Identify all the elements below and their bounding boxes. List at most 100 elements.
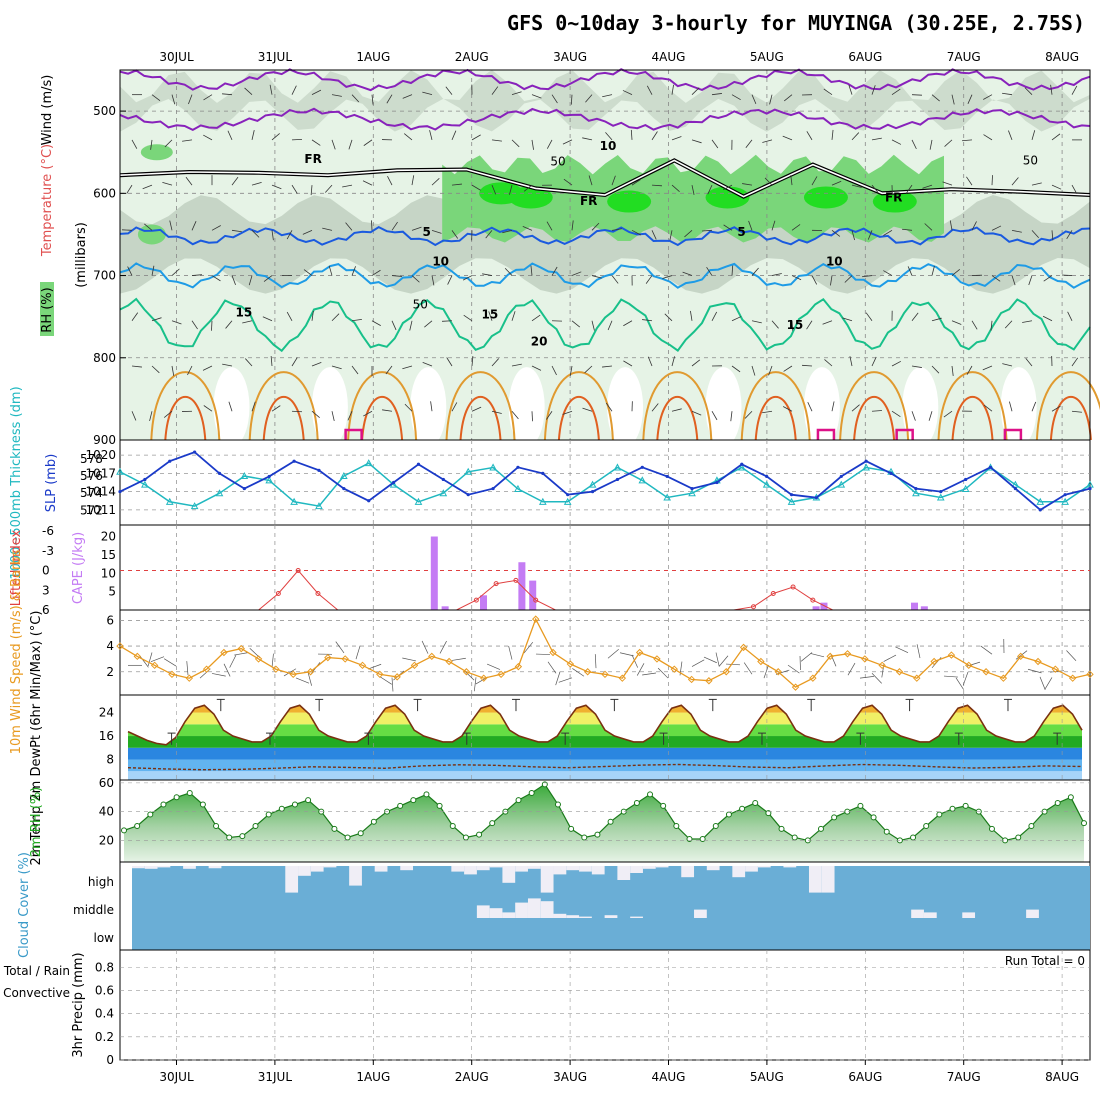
wind10-barb: [558, 677, 573, 683]
wind10-barb: [223, 663, 231, 677]
wind-barb: [424, 320, 433, 328]
temp-contour-20: [1035, 371, 1100, 441]
rh2m-point: [936, 811, 943, 818]
wind-barb: [824, 359, 833, 367]
rh2m-point: [673, 823, 680, 830]
cloud-middle-bar: [923, 912, 937, 918]
wind-barb: [371, 320, 381, 326]
wind10-barb: [810, 653, 825, 658]
wind-barb: [546, 139, 553, 149]
rh2m-point: [686, 835, 693, 842]
temp-contour-20: [445, 371, 516, 441]
cape-tick: 15: [101, 548, 116, 562]
wind10-point: [653, 655, 661, 663]
rh2m-point: [883, 828, 890, 835]
wind-barb: [422, 362, 433, 367]
slp-point: [541, 471, 545, 475]
wind-barb: [1043, 275, 1053, 282]
wind-barb: [669, 230, 673, 241]
cloud-high-bar: [783, 866, 797, 868]
cape-bar: [911, 602, 918, 610]
wind-barb: [731, 94, 741, 101]
wind-barb: [371, 94, 374, 105]
wind-barb: [269, 84, 273, 95]
wind-barb: [546, 410, 553, 420]
wind-barb: [451, 183, 462, 186]
wind-barb: [591, 275, 602, 279]
thickness-point: [663, 493, 672, 501]
wind10-point: [1034, 657, 1042, 666]
date-label-top: 30JUL: [159, 50, 194, 64]
wind-barb: [911, 312, 919, 322]
wind-barb: [1022, 320, 1033, 323]
wind-barb: [291, 410, 303, 413]
thickness-point: [638, 476, 647, 484]
cloud-high-bar: [502, 866, 516, 883]
cloud-level-label: high: [88, 875, 114, 889]
wind10-barb: [283, 668, 297, 677]
date-label-top: 31JUL: [258, 50, 293, 64]
wind-barb: [631, 179, 641, 186]
wind-barb: [488, 311, 493, 321]
date-label-bottom: 2AUG: [455, 1070, 489, 1084]
wind10-barb: [962, 671, 969, 686]
rh2m-point: [1054, 800, 1061, 807]
wind-barb: [131, 312, 139, 322]
wind-barb: [651, 184, 663, 187]
rh-dry-patch: [705, 367, 742, 448]
wind-barb: [1002, 363, 1013, 367]
rh-dry-patch: [410, 367, 447, 448]
wind-barb: [911, 365, 922, 368]
contour-label: 15: [787, 318, 804, 332]
wind-barb: [531, 411, 533, 422]
slp-point: [317, 468, 321, 472]
cape-tick: 10: [101, 566, 116, 580]
thickness-point: [141, 480, 149, 488]
cloud-middle-bar: [604, 915, 618, 918]
cloud-middle-bar: [502, 912, 516, 918]
wind-barb: [331, 313, 340, 322]
wind-barb: [391, 320, 397, 331]
pressure-axis-label: (millibars): [74, 222, 89, 288]
wind10-barb: [703, 656, 717, 664]
wind-barb: [144, 223, 153, 231]
wind-barb: [248, 275, 253, 286]
wind-barb: [611, 275, 619, 284]
wind10-point: [809, 674, 817, 682]
date-label-bottom: 30JUL: [159, 1070, 194, 1084]
wind-barb: [391, 221, 398, 231]
wind-barb: [430, 401, 433, 412]
wind-barb: [371, 269, 381, 276]
rh2m-tick: 20: [99, 833, 114, 847]
wind10-barb: [439, 640, 447, 654]
wind-barb: [244, 87, 253, 95]
thickness-point: [787, 497, 796, 505]
cloud-high-bar: [808, 866, 822, 893]
rh2m-point: [173, 794, 180, 801]
wind10-point: [982, 668, 990, 676]
rh2m-point: [423, 791, 430, 798]
wind-barb: [562, 410, 573, 415]
wind-barb: [363, 410, 373, 417]
wind10-barb: [335, 641, 345, 654]
wind-barb: [584, 365, 593, 374]
wind-barb: [491, 86, 499, 95]
lifted-tick: 6: [42, 603, 50, 617]
wind-barb: [982, 365, 993, 371]
wind-barb: [867, 230, 873, 240]
wind10-point: [289, 670, 297, 679]
wind-barb: [445, 86, 453, 95]
wind-barb: [1071, 410, 1082, 413]
slp-point: [292, 459, 296, 463]
wind-barb: [751, 320, 762, 324]
slp-point: [416, 462, 421, 466]
wind-barb: [1031, 401, 1037, 412]
wind-barb: [429, 130, 433, 140]
thickness-point: [116, 467, 124, 475]
wind-barb: [949, 220, 953, 231]
wind10-point: [947, 651, 956, 659]
wind10-barb: [211, 673, 226, 677]
rh2m-point: [554, 801, 561, 808]
rh2m-point: [252, 823, 259, 830]
